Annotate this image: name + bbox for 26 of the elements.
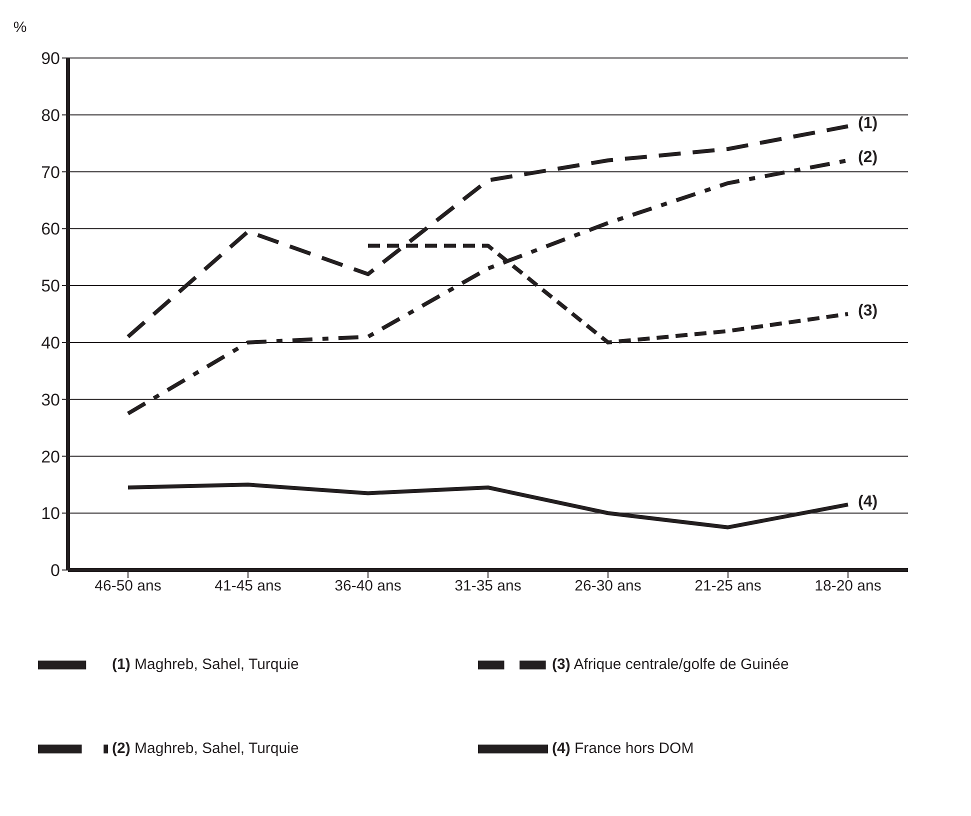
y-tick-label: 70 xyxy=(41,162,60,182)
x-tick-label: 31-35 ans xyxy=(454,578,522,595)
legend-label: (1) Maghreb, Sahel, Turquie xyxy=(112,656,299,673)
y-tick-label: 0 xyxy=(50,561,60,580)
x-tick-label: 36-40 ans xyxy=(334,578,402,595)
annotation: (1) xyxy=(858,114,878,132)
x-tick-label: 18-20 ans xyxy=(814,578,882,595)
annotation: (3) xyxy=(858,302,878,320)
y-tick-label: 80 xyxy=(41,106,60,125)
y-tick-label: 30 xyxy=(41,390,60,410)
y-tick-label: 10 xyxy=(41,504,60,524)
x-tick-label: 21-25 ans xyxy=(694,578,762,595)
legend-label: (2) Maghreb, Sahel, Turquie xyxy=(112,740,299,757)
x-tick-label: 41-45 ans xyxy=(214,578,282,595)
annotation: (2) xyxy=(858,149,878,166)
legend-label: (4) France hors DOM xyxy=(552,740,694,757)
annotation: (4) xyxy=(858,493,878,510)
x-tick-label: 26-30 ans xyxy=(574,578,642,595)
y-tick-label: 40 xyxy=(41,333,60,352)
y-tick-label: 50 xyxy=(41,276,60,296)
y-tick-label: 90 xyxy=(41,49,60,68)
y-tick-label: 60 xyxy=(41,220,60,239)
legend-label: (3) Afrique centrale/golfe de Guinée xyxy=(552,656,789,673)
y-tick-label: 20 xyxy=(41,447,60,466)
x-tick-label: 46-50 ans xyxy=(94,578,162,595)
y-axis-title: % xyxy=(13,19,27,36)
